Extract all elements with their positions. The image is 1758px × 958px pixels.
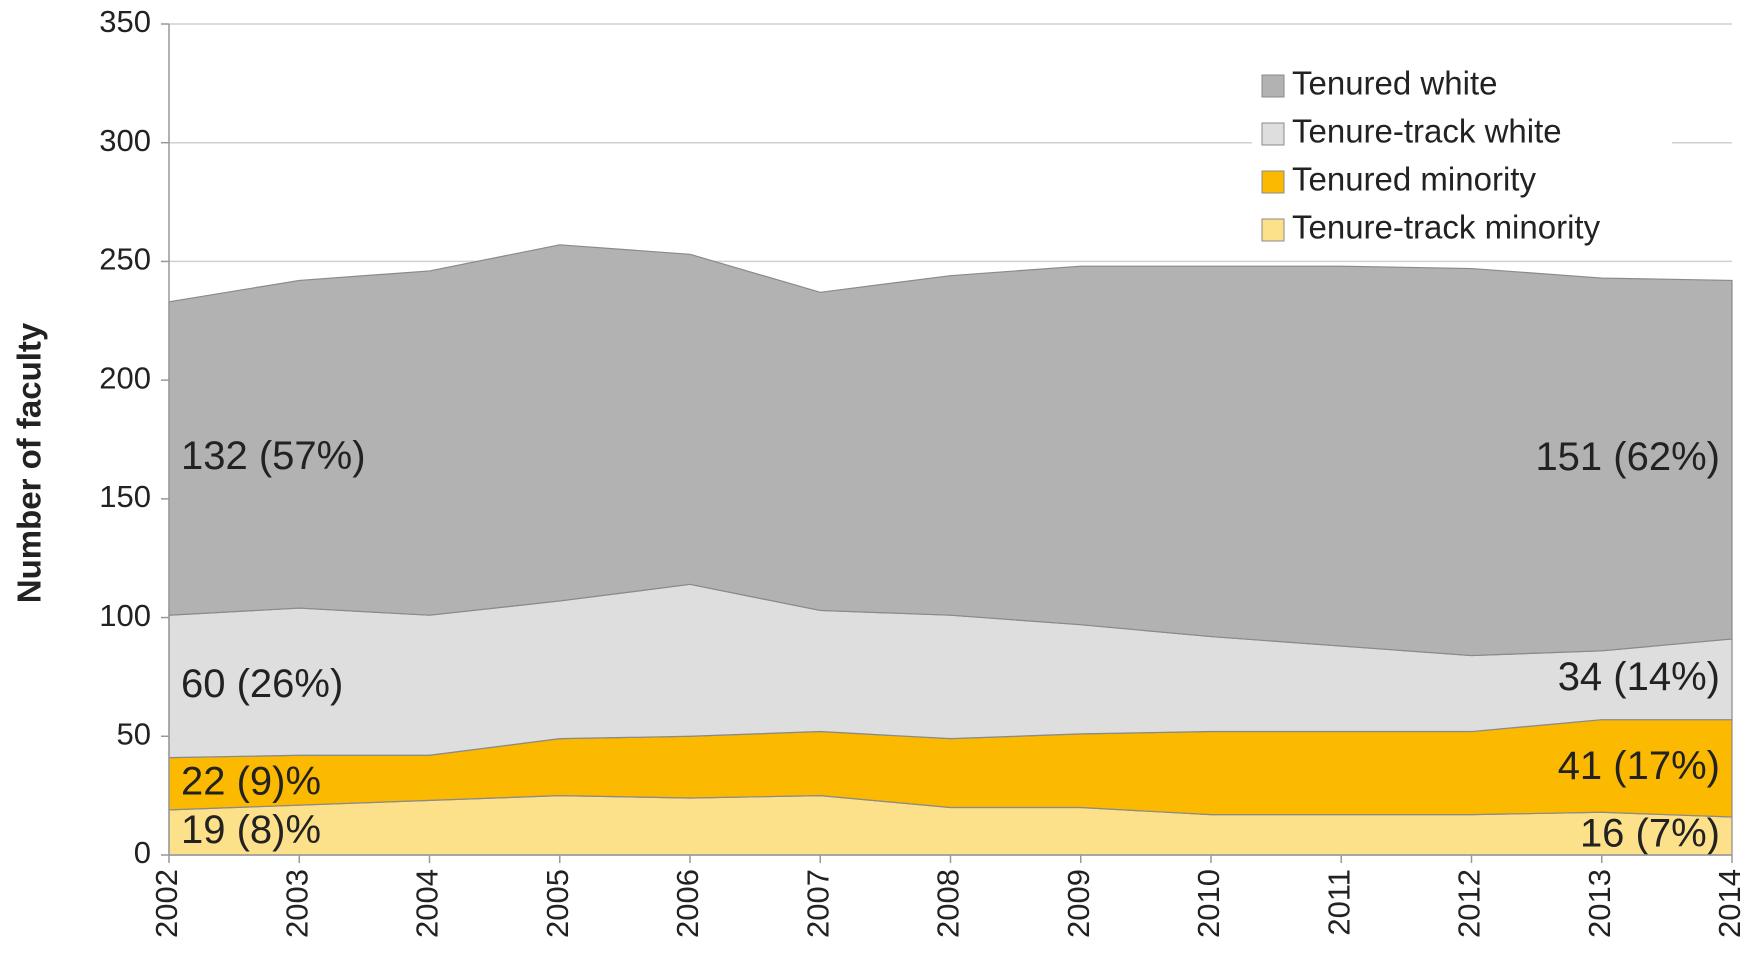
legend-label: Tenured white: [1292, 65, 1497, 102]
x-tick-label: 2012: [1452, 869, 1487, 938]
legend-swatch: [1261, 74, 1285, 98]
y-tick-label: 300: [99, 123, 151, 158]
x-tick-label: 2002: [149, 869, 184, 938]
legend-label: Tenured minority: [1292, 161, 1536, 198]
y-tick-label: 250: [99, 242, 151, 277]
area: [168, 244, 1733, 657]
legend-swatch: [1261, 218, 1285, 242]
legend-box: [1252, 48, 1672, 252]
legend-label: Tenure-track white: [1292, 113, 1562, 150]
data-label: 41 (17%): [1558, 744, 1720, 788]
y-tick-label: 150: [99, 479, 151, 514]
x-tick-label: 2004: [410, 869, 445, 938]
x-tick-label: 2014: [1712, 869, 1747, 938]
y-tick-label: 100: [99, 598, 151, 633]
data-label: 60 (26%): [181, 662, 343, 706]
x-tick-label: 2011: [1321, 869, 1356, 936]
y-tick-label: 200: [99, 360, 151, 395]
data-label: 16 (7%): [1580, 812, 1720, 856]
y-tick-label: 50: [117, 716, 151, 751]
data-label: 22 (9)%: [181, 759, 321, 803]
y-tick-label: 350: [99, 4, 151, 39]
x-tick-label: 2013: [1582, 869, 1617, 938]
data-label: 132 (57%): [181, 434, 366, 478]
x-tick-label: 2009: [1061, 869, 1096, 938]
legend-swatch: [1261, 170, 1285, 194]
y-tick-label: 0: [134, 835, 151, 870]
x-tick-label: 2010: [1191, 869, 1226, 938]
data-label: 34 (14%): [1558, 655, 1720, 699]
legend-label: Tenure-track minority: [1292, 209, 1601, 246]
y-axis-title: Number of faculty: [11, 322, 48, 603]
x-tick-label: 2007: [800, 869, 835, 938]
x-tick-label: 2008: [931, 869, 966, 938]
legend-swatch: [1261, 122, 1285, 146]
x-tick-label: 2006: [670, 869, 705, 938]
data-label: 19 (8)%: [181, 808, 321, 852]
x-tick-label: 2005: [540, 869, 575, 938]
x-tick-label: 2003: [279, 869, 314, 938]
data-label: 151 (62%): [1535, 435, 1720, 479]
